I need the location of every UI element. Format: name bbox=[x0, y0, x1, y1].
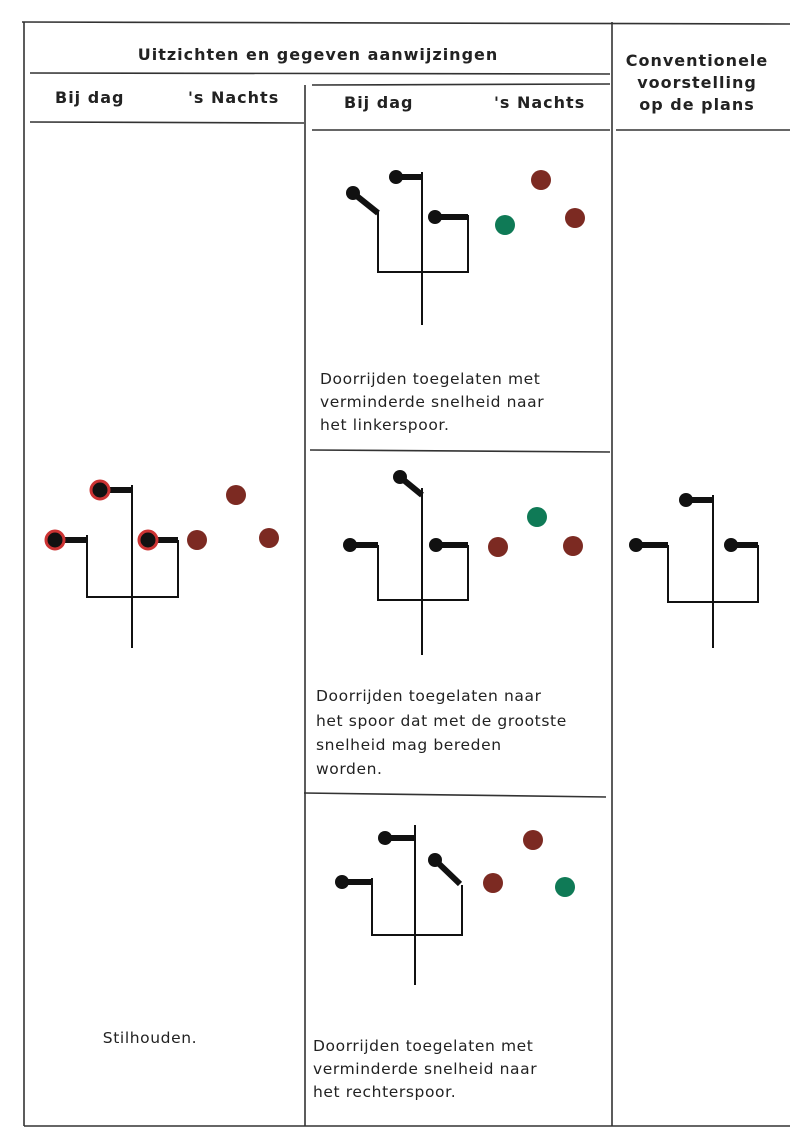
day-header: Bij dag bbox=[55, 88, 124, 107]
description: Doorrijden toegelaten met bbox=[320, 370, 540, 388]
signal-right-track bbox=[335, 825, 575, 985]
table-rules bbox=[21, 21, 791, 1127]
description: verminderde snelheid naar bbox=[320, 393, 544, 411]
description: het linkerspoor. bbox=[320, 416, 450, 434]
signal-left-track bbox=[346, 170, 585, 325]
conventional-header: Conventionele bbox=[626, 51, 769, 70]
day-header: Bij dag bbox=[344, 93, 413, 112]
conventional-symbol bbox=[629, 493, 759, 648]
signal-stop bbox=[44, 479, 279, 648]
description: snelheid mag bereden bbox=[316, 736, 502, 754]
description: Doorrijden toegelaten met bbox=[313, 1037, 533, 1055]
night-header: 's Nachts bbox=[188, 88, 279, 107]
description: verminderde snelheid naar bbox=[313, 1060, 537, 1078]
description: Doorrijden toegelaten naar bbox=[316, 687, 542, 705]
description: worden. bbox=[316, 760, 383, 778]
conventional-header: voorstelling bbox=[637, 73, 757, 92]
night-header: 's Nachts bbox=[494, 93, 585, 112]
signal-fastest-track bbox=[343, 470, 583, 655]
description: het rechterspoor. bbox=[313, 1083, 456, 1101]
conventional-header: op de plans bbox=[639, 95, 755, 114]
description: Stilhouden. bbox=[103, 1029, 197, 1047]
header-title: Uitzichten en gegeven aanwijzingen bbox=[138, 45, 499, 64]
description: het spoor dat met de grootste bbox=[316, 712, 567, 730]
